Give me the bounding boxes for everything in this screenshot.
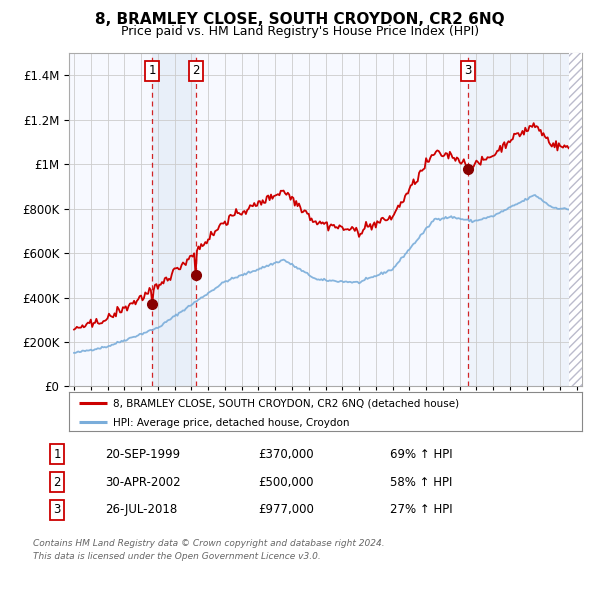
Text: 69% ↑ HPI: 69% ↑ HPI: [390, 448, 452, 461]
Bar: [569, 53, 583, 386]
Text: HPI: Average price, detached house, Croydon: HPI: Average price, detached house, Croy…: [113, 418, 349, 428]
Text: 3: 3: [464, 64, 472, 77]
Bar: [152, 53, 196, 386]
Text: 58% ↑ HPI: 58% ↑ HPI: [390, 476, 452, 489]
Text: 8, BRAMLEY CLOSE, SOUTH CROYDON, CR2 6NQ: 8, BRAMLEY CLOSE, SOUTH CROYDON, CR2 6NQ: [95, 12, 505, 27]
Text: 30-APR-2002: 30-APR-2002: [105, 476, 181, 489]
Text: 1: 1: [53, 448, 61, 461]
Text: 2: 2: [192, 64, 199, 77]
Text: £370,000: £370,000: [258, 448, 314, 461]
Text: £500,000: £500,000: [258, 476, 314, 489]
Text: 3: 3: [53, 503, 61, 516]
Text: 8, BRAMLEY CLOSE, SOUTH CROYDON, CR2 6NQ (detached house): 8, BRAMLEY CLOSE, SOUTH CROYDON, CR2 6NQ…: [113, 399, 459, 409]
Text: This data is licensed under the Open Government Licence v3.0.: This data is licensed under the Open Gov…: [33, 552, 321, 560]
Text: £977,000: £977,000: [258, 503, 314, 516]
Text: 26-JUL-2018: 26-JUL-2018: [105, 503, 177, 516]
Text: Contains HM Land Registry data © Crown copyright and database right 2024.: Contains HM Land Registry data © Crown c…: [33, 539, 385, 548]
Text: 27% ↑ HPI: 27% ↑ HPI: [390, 503, 452, 516]
Bar: [468, 53, 569, 386]
Text: 20-SEP-1999: 20-SEP-1999: [105, 448, 180, 461]
Text: 1: 1: [149, 64, 156, 77]
Text: 2: 2: [53, 476, 61, 489]
Text: Price paid vs. HM Land Registry's House Price Index (HPI): Price paid vs. HM Land Registry's House …: [121, 25, 479, 38]
